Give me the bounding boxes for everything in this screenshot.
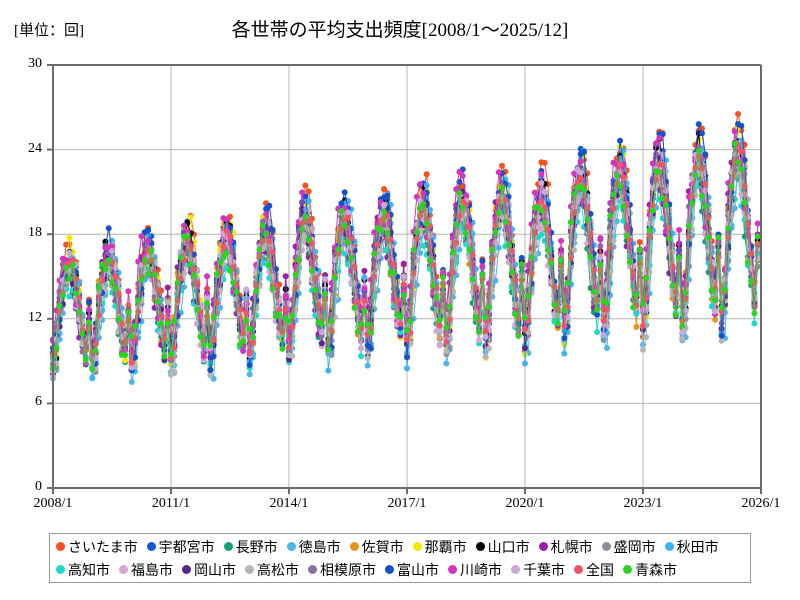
legend-item[interactable]: 岡山市 (182, 563, 236, 577)
legend-item-label: 佐賀市 (361, 538, 404, 555)
legend-color-swatch-icon (119, 565, 128, 574)
legend-color-swatch-icon (538, 542, 548, 551)
legend-color-swatch-icon (245, 565, 254, 574)
data-series-group (50, 111, 761, 386)
y-axis-tick-label: 6 (35, 394, 42, 410)
x-axis-tick-label: 2014/1 (269, 496, 309, 511)
legend-item[interactable]: 高松市 (245, 563, 299, 577)
axes (47, 64, 762, 494)
y-axis-tick-label: 24 (28, 140, 42, 156)
legend-item-label: 徳島市 (298, 538, 341, 555)
legend-item[interactable]: 佐賀市 (349, 538, 404, 555)
legend-color-swatch-icon (223, 542, 233, 551)
legend-color-swatch-icon (182, 565, 191, 574)
legend-item[interactable]: 千葉市 (511, 563, 565, 577)
legend-color-swatch-icon (286, 542, 296, 551)
legend-row-1: さいたま市 宇都宮市 長野市 徳島市 佐賀市 那覇市 山口市 札幌市 盛岡市 秋田市 (56, 535, 744, 558)
legend-item-label: 福島市 (131, 561, 173, 578)
legend-item-label: 高松市 (257, 561, 299, 578)
legend-item-label: 相模原市 (320, 561, 376, 578)
legend-item[interactable]: 那覇市 (412, 538, 467, 555)
legend-item[interactable]: 山口市 (475, 538, 530, 555)
legend-item[interactable]: 長野市 (223, 538, 278, 555)
legend-color-swatch-icon (385, 565, 394, 574)
legend-color-swatch-icon (56, 542, 65, 551)
y-axis-tick-label: 18 (28, 225, 42, 241)
x-axis-tick-label: 2023/1 (623, 496, 663, 511)
chart-legend: さいたま市 宇都宮市 長野市 徳島市 佐賀市 那覇市 山口市 札幌市 盛岡市 秋田市 高知市 福島市… (49, 533, 751, 583)
legend-item[interactable]: 徳島市 (286, 538, 341, 555)
legend-item-label: 宇都宮市 (158, 538, 215, 555)
legend-item-label: 全国 (586, 561, 614, 578)
legend-item[interactable]: 全国 (574, 563, 614, 577)
data-series (50, 140, 761, 373)
legend-color-swatch-icon (601, 542, 611, 551)
legend-item[interactable]: 秋田市 (664, 538, 719, 555)
x-axis-tick-label: 2008/1 (33, 496, 73, 511)
unit-label: [単位：回] (14, 23, 84, 39)
legend-item[interactable]: 宇都宮市 (146, 538, 215, 555)
x-axis-tick-label: 2020/1 (505, 496, 545, 511)
legend-item[interactable]: 富山市 (385, 563, 439, 577)
legend-color-swatch-icon (56, 565, 65, 574)
legend-color-swatch-icon (475, 542, 485, 551)
legend-item-label: 長野市 (235, 538, 278, 555)
legend-item[interactable]: 川崎市 (448, 563, 502, 577)
legend-item[interactable]: 高知市 (56, 563, 110, 577)
legend-item-label: 那覇市 (424, 538, 467, 555)
legend-item-label: 千葉市 (523, 561, 565, 578)
y-axis-tick-label: 30 (28, 56, 42, 71)
legend-item-label: 盛岡市 (613, 538, 656, 555)
legend-row-2: 高知市 福島市 岡山市 高松市 相模原市 富山市 川崎市 千葉市 全国 青森市 (56, 558, 744, 581)
legend-color-swatch-icon (511, 565, 520, 574)
legend-color-swatch-icon (448, 565, 457, 574)
legend-color-swatch-icon (146, 542, 156, 551)
legend-item-label: 富山市 (397, 561, 439, 578)
chart-title: 各世帯の平均支出頻度[2008/1～2025/12] (231, 20, 569, 41)
legend-color-swatch-icon (623, 565, 632, 574)
y-axis-tick-label: 0 (35, 479, 42, 494)
x-axis-tick-label: 2011/1 (151, 496, 191, 511)
legend-item[interactable]: 福島市 (119, 563, 173, 577)
legend-item[interactable]: 札幌市 (538, 538, 593, 555)
legend-item[interactable]: 青森市 (623, 563, 677, 577)
legend-item[interactable]: 盛岡市 (601, 538, 656, 555)
legend-color-swatch-icon (308, 565, 317, 574)
legend-item-label: 秋田市 (676, 538, 719, 555)
legend-item-label: 札幌市 (550, 538, 593, 555)
legend-color-swatch-icon (664, 542, 674, 551)
legend-item-label: 高知市 (68, 561, 110, 578)
legend-item[interactable]: さいたま市 (56, 540, 138, 554)
legend-color-swatch-icon (412, 542, 422, 551)
legend-item[interactable]: 相模原市 (308, 563, 376, 577)
legend-item-label: 山口市 (487, 538, 530, 555)
legend-item-label: 川崎市 (460, 561, 502, 578)
x-axis-tick-label: 2026/1 (741, 496, 781, 511)
legend-item-label: 岡山市 (194, 561, 236, 578)
x-axis-tick-label: 2017/1 (387, 496, 427, 511)
legend-color-swatch-icon (349, 542, 359, 551)
legend-item-label: 青森市 (635, 561, 677, 578)
y-axis-tick-label: 12 (28, 309, 42, 325)
legend-color-swatch-icon (574, 565, 583, 574)
legend-item-label: さいたま市 (68, 538, 138, 555)
